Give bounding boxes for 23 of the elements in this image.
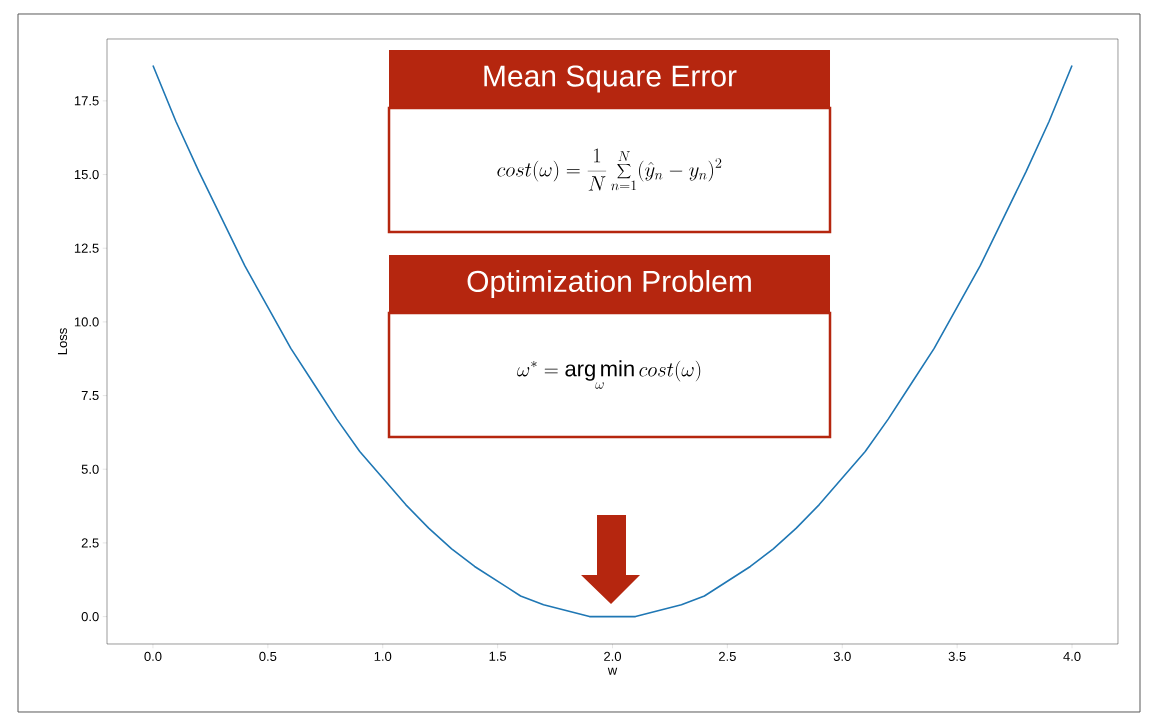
x-tick-label: 4.0 — [1063, 651, 1081, 661]
x-tick-label: 3.0 — [833, 651, 851, 661]
annotation: Mean Square Error — [484, 65, 737, 93]
y-tick-label: 0.0 — [81, 611, 99, 622]
annotation: $\omega^{*}=\mathop{\mathrm{arg\,min}}\limits_{\omega} cost(\omega)$ — [517, 360, 701, 389]
x-tick-label: 1.0 — [374, 651, 392, 661]
y-tick-label: 17.5 — [74, 96, 99, 106]
y-tick-label: 5.0 — [81, 464, 99, 474]
annotation: $cost(\omega)=\frac{1}{N}\sum_{n=1}^{N}(\hat{y}_n-y_n)^2$ — [497, 148, 722, 191]
x-axis-title: w — [607, 667, 618, 675]
y-axis-title: Loss — [57, 328, 68, 355]
y-tick-label: 7.5 — [81, 391, 99, 401]
x-tick-label: 0.0 — [144, 651, 162, 661]
y-tick-label: 12.5 — [74, 243, 99, 253]
x-tick-label: 0.5 — [259, 651, 277, 661]
y-tick-label: 2.5 — [81, 538, 99, 548]
x-tick-label: 2.5 — [719, 651, 736, 661]
y-tick-label: 10.0 — [74, 317, 99, 327]
annotation: Optimization Problem — [467, 270, 751, 298]
y-tick-label: 15.0 — [74, 169, 99, 180]
x-tick-label: 2.0 — [604, 651, 622, 661]
x-tick-label: 3.5 — [948, 651, 966, 661]
x-tick-label: 1.5 — [489, 651, 507, 661]
